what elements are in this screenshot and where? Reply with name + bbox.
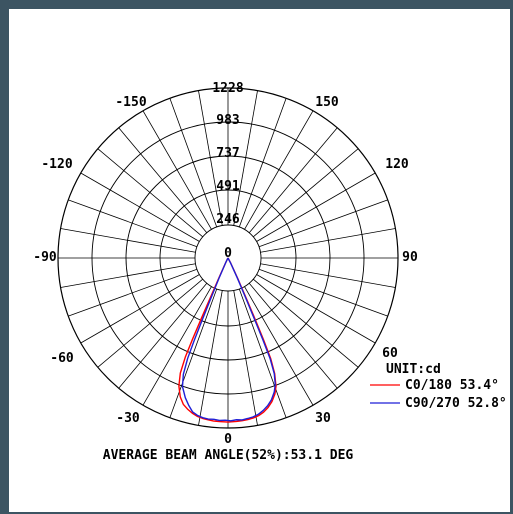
grid-spoke (97, 278, 203, 368)
grid-spoke (169, 288, 218, 418)
grid-spoke (248, 283, 338, 389)
grid-spoke (238, 98, 287, 228)
grid-spoke (233, 90, 258, 226)
angle-label-90: 90 (402, 250, 418, 265)
grid-spoke (253, 278, 359, 368)
legend-label-c0: C0/180 53.4° (405, 378, 499, 393)
grid-spoke (97, 148, 203, 238)
grid-spoke (118, 283, 208, 389)
angle-label-30: 30 (315, 411, 331, 426)
grid-spoke (238, 288, 287, 418)
unit-label: UNIT:cd (386, 362, 441, 377)
polar-grid (57, 87, 399, 429)
grid-spoke (68, 199, 198, 248)
angle-label-0: 0 (224, 432, 232, 447)
angle-label-60: 60 (382, 346, 398, 361)
angle-label-150: 150 (315, 95, 339, 110)
grid-spoke (169, 98, 218, 228)
grid-spoke (60, 263, 196, 288)
angle-label-120: 120 (385, 157, 409, 172)
ring-label-0: 0 (224, 246, 232, 261)
ring-label-983: 983 (216, 113, 239, 128)
angle-label-neg120: -120 (41, 157, 72, 172)
legend-label-c90: C90/270 52.8° (405, 396, 507, 411)
grid-spoke (142, 110, 212, 230)
grid-spoke (248, 127, 338, 233)
angle-label-neg60: -60 (50, 351, 74, 366)
grid-spoke (198, 90, 223, 226)
grid-spoke (68, 268, 198, 317)
angle-label-neg90: -90 (33, 250, 57, 265)
grid-spoke (253, 148, 359, 238)
grid-spoke (244, 286, 314, 406)
grid-spoke (258, 268, 388, 317)
grid-spoke (142, 286, 212, 406)
series-curve-1 (181, 257, 276, 422)
grid-spoke (80, 274, 200, 344)
grid-spoke (60, 228, 196, 253)
ring-label-491: 491 (216, 179, 240, 194)
grid-spoke (80, 172, 200, 242)
grid-spoke (260, 228, 396, 253)
grid-spoke (260, 263, 396, 288)
ring-label-737: 737 (216, 146, 239, 161)
curves (178, 257, 277, 423)
grid-spoke (244, 110, 314, 230)
ring-label-1228: 1228 (212, 81, 243, 96)
series-curve-0 (178, 257, 277, 423)
grid-spoke (256, 274, 376, 344)
grid-spoke (256, 172, 376, 242)
grid-spoke (198, 290, 223, 426)
angle-label-neg150: -150 (115, 95, 146, 110)
angle-label-neg30: -30 (116, 411, 140, 426)
beam-angle-footer: AVERAGE BEAM ANGLE(52%):53.1 DEG (103, 448, 354, 463)
ring-label-246: 246 (216, 212, 240, 227)
grid-spoke (233, 290, 258, 426)
grid-spoke (258, 199, 388, 248)
grid-spoke (118, 127, 208, 233)
